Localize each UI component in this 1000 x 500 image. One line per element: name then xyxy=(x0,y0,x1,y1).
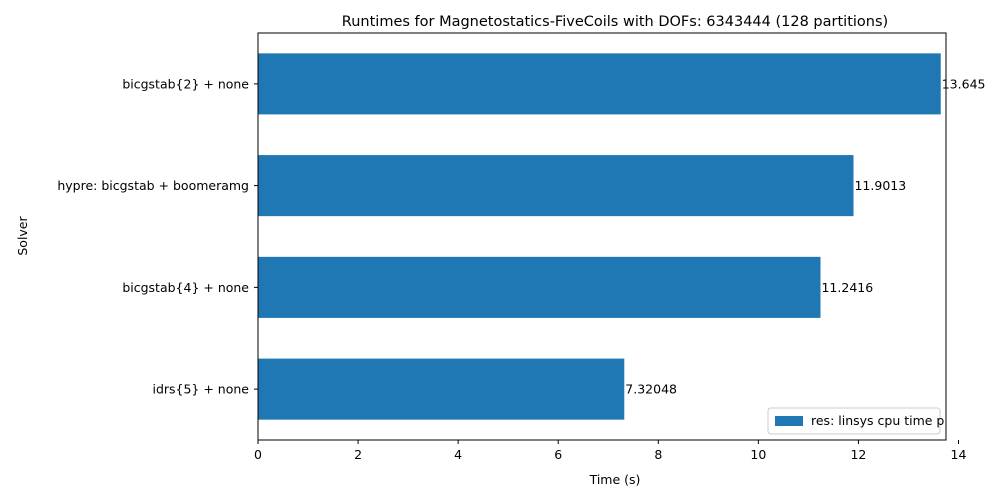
y-tick-label: bicgstab{4} + none xyxy=(122,280,249,295)
bar-value-label: 13.645 xyxy=(942,76,986,91)
x-tick-label: 4 xyxy=(454,447,462,462)
plot-frame xyxy=(257,32,947,441)
bar-value-label: 11.9013 xyxy=(854,178,906,193)
bar-value-label: 7.32048 xyxy=(625,382,677,397)
y-tick-label: idrs{5} + none xyxy=(152,382,249,397)
y-tick-label: bicgstab{2} + none xyxy=(122,76,249,91)
legend-label: res: linsys cpu time p xyxy=(811,413,944,428)
y-axis-label: Solver xyxy=(15,216,30,256)
legend: res: linsys cpu time p xyxy=(767,407,944,435)
plot-area: 7.32048 idrs{5} + none 11.2416 bicgstab{4} … xyxy=(57,53,985,462)
bar xyxy=(258,53,941,115)
bar-value-label: 11.2416 xyxy=(821,280,873,295)
bar xyxy=(258,256,821,318)
bar xyxy=(258,155,854,217)
chart-title: Runtimes for Magnetostatics-FiveCoils wi… xyxy=(342,14,888,30)
x-tick-label: 2 xyxy=(354,447,362,462)
x-tick-label: 8 xyxy=(654,447,662,462)
x-tick-label: 12 xyxy=(850,447,866,462)
x-tick-label: 0 xyxy=(254,447,262,462)
bar xyxy=(258,358,625,420)
x-tick-label: 14 xyxy=(951,447,967,462)
legend-frame xyxy=(767,407,941,435)
x-tick-label: 10 xyxy=(750,447,766,462)
legend-swatch xyxy=(775,416,803,426)
x-axis-label: Time (s) xyxy=(589,472,641,487)
y-tick-label: hypre: bicgstab + boomeramg xyxy=(57,178,249,193)
x-tick-label: 6 xyxy=(554,447,562,462)
